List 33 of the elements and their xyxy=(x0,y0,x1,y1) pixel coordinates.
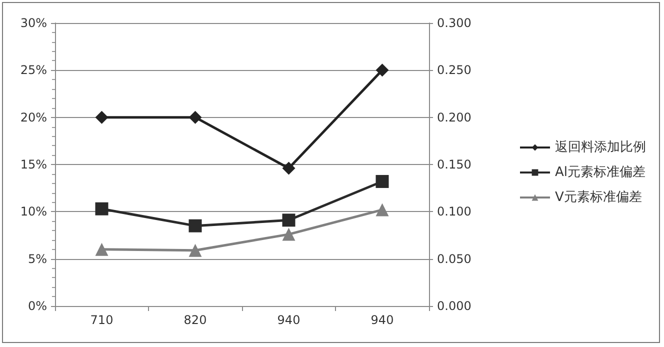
point xyxy=(95,242,108,256)
point xyxy=(188,244,202,257)
x-tick-label: 710 xyxy=(90,313,114,327)
point xyxy=(188,219,202,232)
x-tick-label: 940 xyxy=(277,313,300,327)
y2-tick-label: 0.250 xyxy=(437,63,472,78)
y2-tick-label: 0.300 xyxy=(437,16,472,30)
x-tick-label: 820 xyxy=(184,313,207,327)
point xyxy=(376,174,389,188)
x-tick-label: 940 xyxy=(370,313,394,327)
y-tick-label: 5% xyxy=(28,252,47,266)
point xyxy=(282,214,296,227)
point xyxy=(95,202,108,216)
point xyxy=(282,162,296,175)
point xyxy=(376,64,389,77)
y2-tick-label: 0.150 xyxy=(437,158,472,172)
y2-tick-label: 0.200 xyxy=(437,110,472,124)
y2-tick-label: 0.000 xyxy=(437,299,472,313)
legend-label: V元素标准偏差 xyxy=(555,190,642,205)
point xyxy=(188,110,202,124)
y-tick-label: 20% xyxy=(20,110,47,124)
y2-tick-label: 0.100 xyxy=(437,204,472,219)
y-tick-label: 30% xyxy=(20,16,47,30)
y2-tick-label: 0.050 xyxy=(437,252,472,266)
y-tick-label: 15% xyxy=(20,158,47,172)
point xyxy=(95,110,108,124)
y-tick-label: 0% xyxy=(28,299,47,313)
legend-label: 返回料添加比例 xyxy=(555,140,646,155)
point xyxy=(282,228,296,241)
legend-label: Al元素标准偏差 xyxy=(555,165,646,180)
y-tick-label: 25% xyxy=(20,63,47,78)
y-tick-label: 10% xyxy=(20,204,47,219)
point xyxy=(376,203,389,216)
